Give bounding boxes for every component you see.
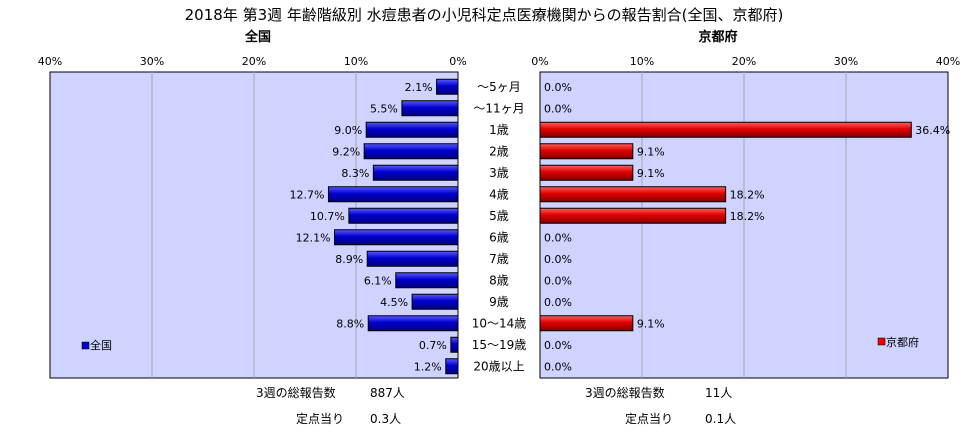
right-legend-label: 京都府 — [886, 335, 919, 349]
left-data-label: 6.1% — [364, 274, 392, 287]
right-bar — [539, 121, 912, 138]
right-data-label: 0.0% — [544, 81, 572, 94]
right-panel-title: 京都府 — [698, 29, 737, 45]
right-data-label: 0.0% — [544, 274, 572, 287]
left-bar — [395, 272, 459, 289]
left-data-label: 10.7% — [310, 210, 345, 223]
category-label: 9歳 — [489, 295, 509, 309]
left-bar — [366, 250, 459, 267]
category-label: 20歳以上 — [473, 359, 524, 373]
category-labels: ～5ヶ月 ～11ヶ月 1歳 2歳 3歳 4歳 5歳 6歳 7歳 8歳 9歳 10～14歳 15～19歳 2… — [472, 80, 527, 374]
right-tick-label: 0% — [531, 55, 548, 68]
left-gridlines — [151, 72, 357, 378]
left-tick-label: 0% — [449, 55, 466, 68]
left-data-label: 1.2% — [414, 360, 442, 373]
category-label: 2歳 — [489, 144, 509, 158]
category-label: 10～14歳 — [472, 316, 527, 330]
right-bar — [539, 207, 727, 224]
right-total-label: 3週の総報告数 — [585, 385, 665, 400]
right-data-label: 9.1% — [637, 145, 665, 158]
category-label: 1歳 — [489, 123, 509, 137]
left-bar — [334, 229, 459, 246]
left-data-label: 9.0% — [334, 124, 362, 137]
right-data-label: 9.1% — [637, 317, 665, 330]
right-data-label: 0.0% — [544, 360, 572, 373]
left-data-label: 2.1% — [405, 81, 433, 94]
right-tick-label: 20% — [732, 55, 756, 68]
category-label: ～5ヶ月 — [477, 80, 521, 94]
left-total-value: 887人 — [370, 386, 405, 400]
category-label: 3歳 — [489, 166, 509, 180]
right-bar — [539, 186, 727, 203]
left-x-axis: 40% 30% 20% 10% 0% — [38, 55, 467, 68]
right-bar — [539, 143, 634, 160]
left-legend: 全国 — [81, 338, 112, 352]
left-tick-label: 40% — [38, 55, 62, 68]
left-data-label: 8.8% — [336, 317, 364, 330]
right-data-label: 0.0% — [544, 253, 572, 266]
right-bar — [539, 164, 634, 181]
left-bar — [411, 293, 459, 310]
right-data-label: 36.4% — [915, 124, 950, 137]
right-data-label: 9.1% — [637, 167, 665, 180]
left-data-label: 12.1% — [296, 231, 331, 244]
left-data-label: 5.5% — [370, 102, 398, 115]
left-bar — [401, 100, 459, 117]
category-label: 15～19歳 — [472, 338, 527, 352]
left-data-label: 4.5% — [380, 296, 408, 309]
left-bar — [445, 358, 459, 375]
category-label: 6歳 — [489, 230, 509, 244]
left-total-label: 3週の総報告数 — [256, 385, 336, 400]
left-tick-label: 30% — [140, 55, 164, 68]
left-per-label: 定点当り — [296, 411, 344, 426]
right-bars: 0.0% 0.0% 36.4% 9.1% 9.1% 18.2% 18.2% 0.0% 0.0% 0… — [539, 81, 950, 373]
left-data-label: 9.2% — [332, 145, 360, 158]
category-label: 8歳 — [489, 273, 509, 287]
left-bar — [450, 336, 459, 353]
category-label: 5歳 — [489, 209, 509, 223]
left-bar — [372, 164, 459, 181]
chart-title: 2018年 第3週 年齢階級別 水痘患者の小児科定点医療機関からの報告割合(全国… — [185, 6, 784, 24]
left-per-value: 0.3人 — [370, 412, 401, 426]
right-legend: 京都府 — [877, 335, 919, 349]
left-bar — [436, 78, 459, 95]
left-bar — [363, 143, 459, 160]
right-bar — [539, 315, 634, 332]
right-tick-label: 30% — [834, 55, 858, 68]
left-bar — [367, 315, 459, 332]
category-label: ～11ヶ月 — [473, 101, 524, 115]
right-data-label: 0.0% — [544, 102, 572, 115]
left-legend-swatch — [81, 341, 90, 350]
right-per-label: 定点当り — [625, 411, 673, 426]
right-per-value: 0.1人 — [705, 412, 736, 426]
left-panel-title: 全国 — [244, 29, 271, 45]
category-label: 7歳 — [489, 252, 509, 266]
left-bar — [327, 186, 459, 203]
left-bars: 2.1% 5.5% 9.0% 9.2% 8.3% 12.7% 10.7% 12.1% 8.9%6… — [290, 78, 459, 375]
right-total-value: 11人 — [705, 386, 732, 400]
left-tick-label: 20% — [242, 55, 266, 68]
right-data-label: 18.2% — [730, 210, 765, 223]
right-data-label: 18.2% — [730, 188, 765, 201]
left-bar — [348, 207, 459, 224]
left-legend-label: 全国 — [90, 338, 112, 352]
left-data-label: 0.7% — [419, 339, 447, 352]
right-data-label: 0.0% — [544, 296, 572, 309]
right-x-axis: 0% 10% 20% 30% 40% — [531, 55, 960, 68]
right-data-label: 0.0% — [544, 339, 572, 352]
right-legend-swatch — [877, 337, 886, 346]
left-tick-label: 10% — [344, 55, 368, 68]
left-bar — [365, 121, 459, 138]
right-tick-label: 10% — [630, 55, 654, 68]
right-tick-label: 40% — [936, 55, 960, 68]
left-data-label: 8.3% — [341, 167, 369, 180]
category-label: 4歳 — [489, 187, 509, 201]
left-data-label: 12.7% — [290, 188, 325, 201]
right-data-label: 0.0% — [544, 231, 572, 244]
left-data-label: 8.9% — [335, 253, 363, 266]
